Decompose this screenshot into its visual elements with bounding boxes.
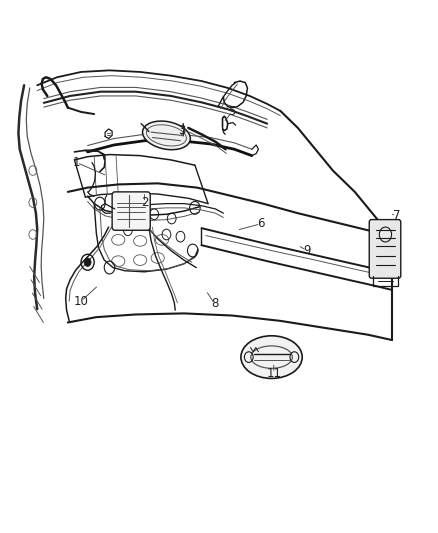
Circle shape <box>141 205 148 214</box>
Text: 2: 2 <box>141 196 148 209</box>
Text: 9: 9 <box>303 244 311 257</box>
FancyBboxPatch shape <box>369 220 401 278</box>
Text: 10: 10 <box>74 295 88 308</box>
Text: 8: 8 <box>211 297 218 310</box>
Circle shape <box>84 258 91 266</box>
Text: 3: 3 <box>178 124 185 137</box>
Text: 1: 1 <box>73 156 81 169</box>
Text: 11: 11 <box>266 367 281 379</box>
Text: 6: 6 <box>257 217 265 230</box>
Text: 5: 5 <box>229 106 236 118</box>
Ellipse shape <box>241 336 302 378</box>
Ellipse shape <box>142 121 191 150</box>
FancyBboxPatch shape <box>112 192 150 230</box>
Text: 7: 7 <box>392 209 400 222</box>
